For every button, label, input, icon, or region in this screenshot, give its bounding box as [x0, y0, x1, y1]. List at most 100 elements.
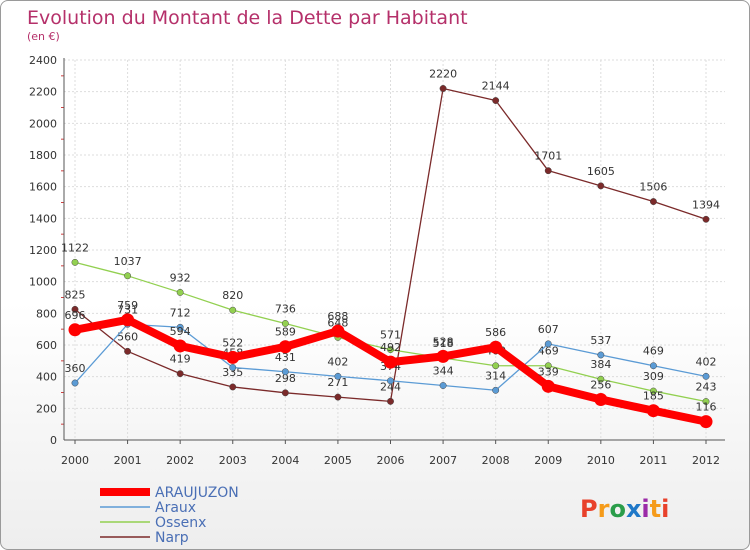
data-point-araujuzon: [278, 340, 292, 354]
data-label-ossenx: 1122: [61, 241, 89, 254]
x-tick-label: 2009: [534, 454, 562, 467]
x-tick-label: 2008: [482, 454, 510, 467]
data-label-araux: 731: [117, 303, 138, 316]
data-label-araux: 402: [696, 355, 717, 368]
data-point-araux: [597, 351, 605, 359]
x-tick-label: 2001: [114, 454, 142, 467]
data-label-araujuzon: 528: [433, 335, 454, 348]
data-point-araujuzon: [226, 350, 240, 364]
data-point-araux: [281, 368, 289, 376]
axes: 0 200 400 600 800 1000 1200 1400 1600 1800 2000 220…: [29, 54, 725, 467]
data-point-narp: [702, 215, 710, 223]
data-point-ossenx: [492, 362, 500, 370]
data-label-araux: 607: [538, 323, 559, 336]
series-araujuzon: 696 759 594 522 589 688 492 528 586 339 256 185 116: [65, 299, 717, 429]
y-tick-label: 1000: [29, 276, 57, 289]
legend-label-araux: Araux: [155, 500, 196, 516]
data-label-araux: 402: [327, 355, 348, 368]
data-label-narp: 271: [327, 376, 348, 389]
data-label-araujuzon: 339: [538, 365, 559, 378]
data-point-narp: [334, 393, 342, 401]
data-point-araujuzon: [173, 339, 187, 353]
data-label-araujuzon: 522: [222, 336, 243, 349]
data-label-ossenx: 1037: [114, 255, 142, 268]
data-point-ossenx: [124, 272, 132, 280]
y-tick-label: 400: [36, 371, 57, 384]
data-point-araux: [334, 372, 342, 380]
x-tick-label: 2004: [271, 454, 299, 467]
legend-label-araujuzon: ARAUJUZON: [155, 485, 239, 501]
data-point-narp: [124, 347, 132, 355]
x-tick-label: 2010: [587, 454, 615, 467]
data-label-narp: 1701: [534, 150, 562, 163]
data-label-araujuzon: 589: [275, 326, 296, 339]
y-tick-label: 200: [36, 402, 57, 415]
series-narp: 825 560 419 335 298 271 244 2220 2144 1701 1605 150…: [65, 68, 720, 405]
y-tick-label: 0: [50, 434, 57, 447]
legend-label-ossenx: Ossenx: [155, 515, 206, 531]
x-tick-label: 2012: [692, 454, 720, 467]
data-point-araux: [71, 379, 79, 387]
y-tick-label: 600: [36, 339, 57, 352]
data-label-araujuzon: 696: [65, 309, 86, 322]
data-label-narp: 825: [65, 288, 86, 301]
data-label-ossenx: 736: [275, 302, 296, 315]
y-tick-label: 1600: [29, 181, 57, 194]
data-label-araujuzon: 185: [643, 390, 664, 403]
data-point-ossenx: [281, 320, 289, 327]
data-label-araux: 314: [485, 369, 506, 382]
data-point-ossenx: [71, 258, 79, 266]
y-tick-label: 1800: [29, 149, 57, 162]
data-label-ossenx: 243: [696, 381, 717, 394]
data-point-araux: [544, 340, 552, 348]
chart-title: Evolution du Montant de la Dette par Hab…: [27, 7, 468, 29]
data-point-araujuzon: [699, 415, 713, 429]
data-point-araux: [439, 382, 447, 389]
data-point-narp: [439, 85, 447, 92]
proxiti-logo: Proxiti: [580, 495, 669, 523]
data-label-araux: 344: [433, 365, 454, 378]
data-point-araux: [702, 372, 710, 380]
chart-subtitle: (en €): [27, 30, 60, 43]
data-point-narp: [492, 97, 500, 104]
data-point-ossenx: [229, 306, 237, 314]
data-point-narp: [176, 370, 184, 378]
data-label-araux: 360: [65, 362, 86, 375]
data-point-narp: [649, 198, 657, 206]
x-tick-label: 2011: [639, 454, 667, 467]
y-tick-label: 1200: [29, 244, 57, 257]
data-label-narp: 1394: [692, 198, 720, 211]
data-point-araujuzon: [331, 324, 345, 338]
data-point-araujuzon: [68, 323, 82, 337]
data-point-narp: [229, 383, 237, 391]
y-tick-label: 2000: [29, 117, 57, 130]
data-point-narp: [281, 389, 289, 397]
data-label-araujuzon: 586: [485, 326, 506, 339]
data-point-ossenx: [702, 398, 710, 405]
data-label-ossenx: 820: [222, 289, 243, 302]
data-point-araux: [229, 364, 237, 371]
x-tick-label: 2000: [61, 454, 89, 467]
data-point-ossenx: [176, 288, 184, 296]
data-point-araujuzon: [384, 355, 397, 369]
y-tick-label: 2200: [29, 86, 57, 99]
data-label-narp: 335: [222, 366, 243, 379]
data-label-narp: 244: [380, 380, 401, 393]
x-tick-label: 2007: [429, 454, 457, 467]
data-point-ossenx: [597, 375, 605, 383]
data-point-araux: [492, 386, 500, 394]
series-group: 825 560 419 335 298 271 244 2220 2144 1701 1605 150…: [61, 68, 720, 429]
data-label-ossenx: 384: [590, 358, 611, 371]
data-label-araujuzon: 116: [696, 401, 717, 414]
data-label-araujuzon: 492: [380, 341, 401, 354]
data-label-araux: 712: [170, 306, 191, 319]
data-label-ossenx: 518: [433, 337, 454, 350]
data-label-araujuzon: 594: [170, 325, 191, 338]
x-tick-label: 2002: [166, 454, 194, 467]
data-label-ossenx: 571: [380, 329, 401, 342]
data-point-narp: [597, 182, 605, 190]
data-label-araux: 537: [590, 334, 611, 347]
logo-text: Proxiti: [580, 495, 669, 523]
